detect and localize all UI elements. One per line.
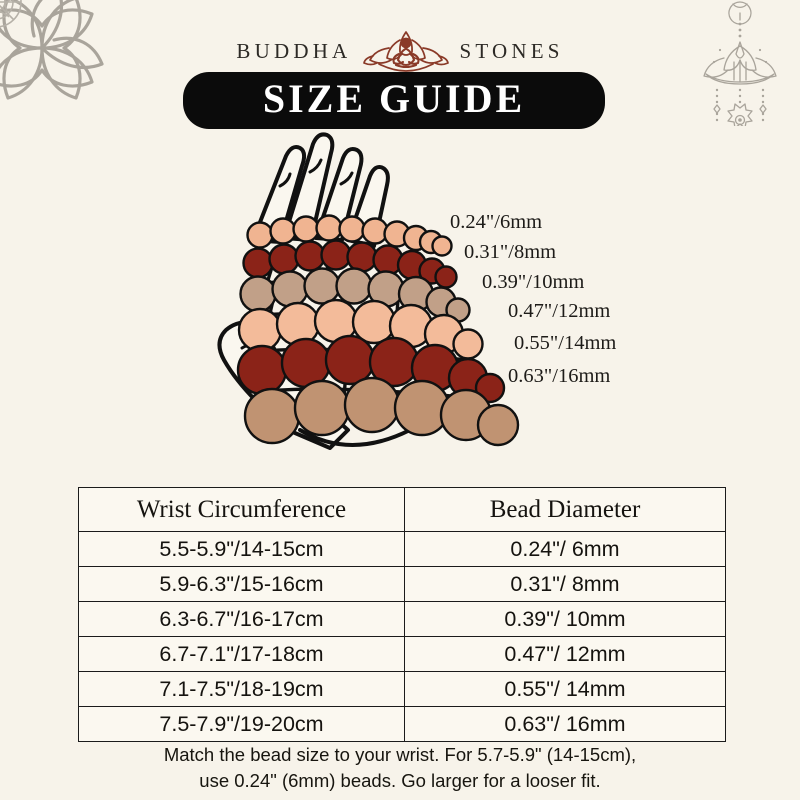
cell-bead: 0.47"/ 12mm — [404, 636, 726, 672]
size-chart-table: Wrist Circumference Bead Diameter 5.5-5.… — [78, 487, 726, 742]
header-bead-diameter: Bead Diameter — [404, 487, 726, 532]
table-row: 7.5-7.9"/19-20cm 0.63"/ 16mm — [78, 706, 726, 742]
bead-label-10mm: 0.39"/10mm — [482, 271, 585, 293]
table-row: 6.7-7.1"/17-18cm 0.47"/ 12mm — [78, 636, 726, 672]
bracelet-row-6mm — [246, 214, 453, 257]
table-body: 5.5-5.9"/14-15cm 0.24"/ 6mm 5.9-6.3"/15-… — [78, 531, 726, 742]
cell-bead: 0.24"/ 6mm — [404, 531, 726, 567]
cell-wrist: 7.5-7.9"/19-20cm — [78, 706, 405, 742]
cell-wrist: 6.3-6.7"/16-17cm — [78, 601, 405, 637]
cell-wrist: 5.5-5.9"/14-15cm — [78, 531, 405, 567]
lotus-meditation-logo — [363, 31, 450, 72]
table-row: 5.9-6.3"/15-16cm 0.31"/ 8mm — [78, 566, 726, 602]
bracelet-row-14mm — [236, 334, 506, 404]
cell-bead: 0.63"/ 16mm — [404, 706, 726, 742]
cell-wrist: 6.7-7.1"/17-18cm — [78, 636, 405, 672]
table-row: 5.5-5.9"/14-15cm 0.24"/ 6mm — [78, 531, 726, 567]
footer-note: Match the bead size to your wrist. For 5… — [0, 742, 800, 794]
palm-edge — [298, 428, 412, 447]
table-header-row: Wrist Circumference Bead Diameter — [78, 487, 726, 532]
cell-bead: 0.55"/ 14mm — [404, 671, 726, 707]
table-row: 6.3-6.7"/16-17cm 0.39"/ 10mm — [78, 601, 726, 637]
cell-bead: 0.31"/ 8mm — [404, 566, 726, 602]
bead-label-14mm: 0.55"/14mm — [514, 332, 617, 354]
bracelet-row-16mm — [243, 376, 520, 447]
bead-label-16mm: 0.63"/16mm — [508, 365, 611, 387]
hand-knuckle-creases — [278, 158, 354, 188]
cell-bead: 0.39"/ 10mm — [404, 601, 726, 637]
footer-line-1: Match the bead size to your wrist. For 5… — [163, 744, 637, 765]
cell-wrist: 7.1-7.5"/18-19cm — [78, 671, 405, 707]
bracelet-row-12mm — [237, 298, 484, 360]
footer-line-2: use 0.24" (6mm) beads. Go larger for a l… — [199, 770, 601, 791]
brand-header: BUDDHA STONES — [0, 24, 800, 76]
brand-word-buddha: BUDDHA — [236, 39, 352, 63]
size-guide-title-banner: SIZE GUIDE — [183, 72, 605, 129]
bracelet-row-10mm — [239, 267, 471, 323]
bead-label-6mm: 0.24"/6mm — [450, 211, 543, 233]
header-wrist-circumference: Wrist Circumference — [78, 487, 405, 532]
bead-size-labels: 0.24"/6mm 0.31"/8mm 0.39"/10mm 0.47"/12m… — [436, 200, 696, 400]
table-row: 7.1-7.5"/18-19cm 0.55"/ 14mm — [78, 671, 726, 707]
brand-word-stones: STONES — [459, 39, 564, 63]
hand-wearing-bracelets-illustration — [217, 132, 520, 450]
cell-wrist: 5.9-6.3"/15-16cm — [78, 566, 405, 602]
page-title: SIZE GUIDE — [262, 76, 526, 121]
bead-label-8mm: 0.31"/8mm — [464, 241, 557, 263]
bead-label-12mm: 0.47"/12mm — [508, 300, 611, 322]
